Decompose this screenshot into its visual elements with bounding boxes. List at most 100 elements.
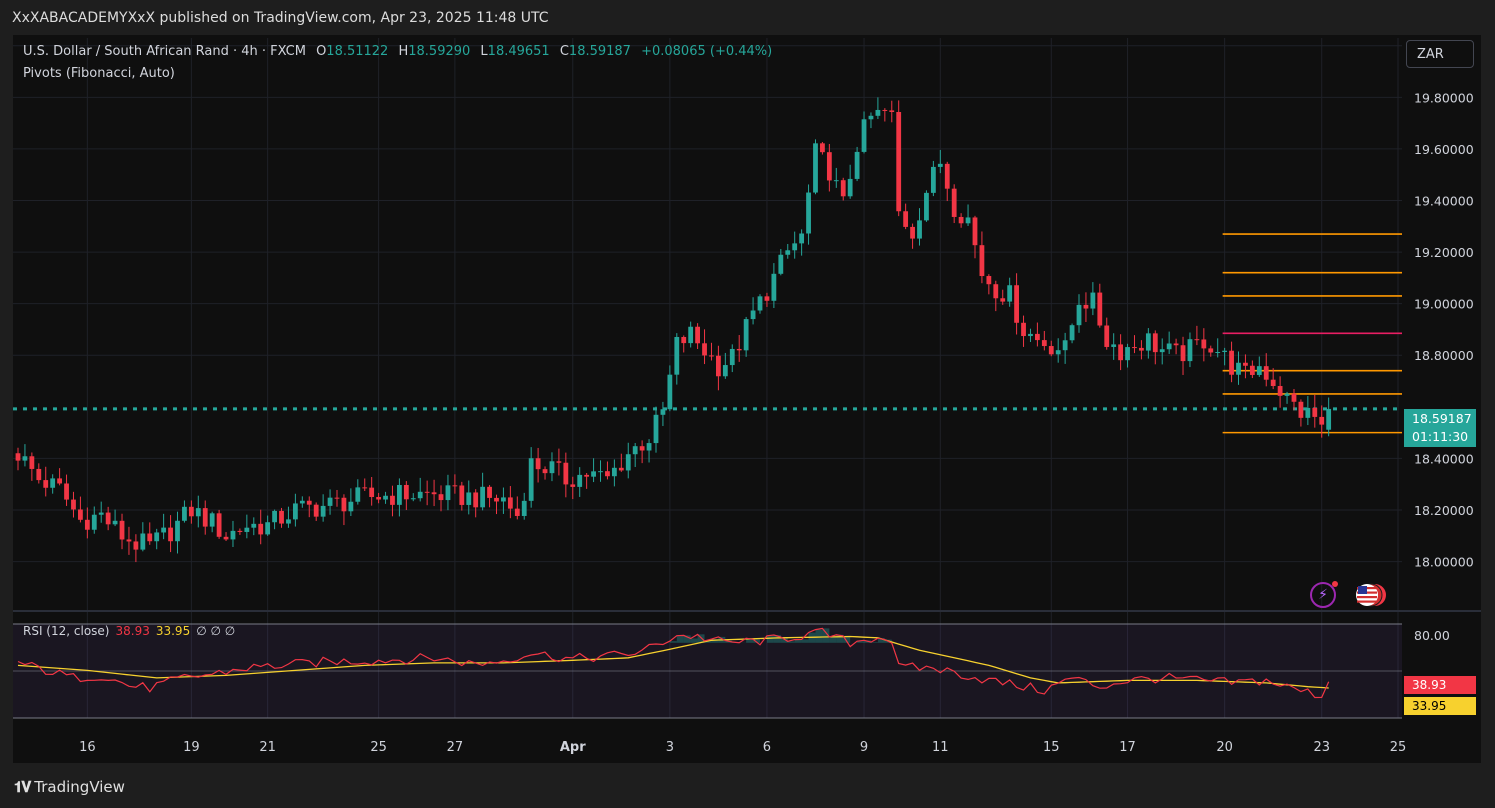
- time-tick-label: 16: [79, 740, 96, 755]
- candle: [889, 100, 895, 123]
- candle-body: [473, 492, 479, 508]
- pivot-lines: [1222, 233, 1402, 434]
- candle: [57, 468, 63, 486]
- candle: [1125, 343, 1130, 368]
- candle: [716, 345, 721, 391]
- candle: [917, 208, 922, 246]
- price-tick-label: 18.80000: [1414, 348, 1474, 363]
- candle-body: [313, 504, 319, 517]
- candle-body: [861, 119, 867, 152]
- time-tick-label: 9: [860, 740, 868, 755]
- candle: [653, 406, 659, 453]
- flash-icon[interactable]: ⚡: [1310, 581, 1338, 608]
- candle-body: [1152, 333, 1158, 353]
- candle-body: [1249, 365, 1255, 375]
- candle: [237, 528, 243, 535]
- candle: [29, 452, 35, 481]
- candle: [1104, 317, 1110, 350]
- candle: [182, 500, 187, 523]
- candle: [646, 439, 652, 463]
- candle-body: [244, 527, 250, 532]
- candle-body: [105, 512, 111, 525]
- candle-body: [251, 523, 257, 528]
- candle: [272, 509, 277, 530]
- currency-button[interactable]: ZAR: [1406, 40, 1474, 68]
- pivots-indicator-label[interactable]: Pivots (Fibonacci, Auto): [23, 66, 175, 81]
- high-label: H: [398, 44, 409, 59]
- candle: [1007, 277, 1013, 307]
- candle: [757, 294, 763, 314]
- candle: [1118, 334, 1124, 371]
- candle: [736, 335, 742, 362]
- candle-body: [833, 180, 839, 182]
- candle-body: [924, 192, 929, 221]
- time-tick-label: 23: [1313, 740, 1330, 755]
- tradingview-logo[interactable]: 𝟏𝐕 TradingView: [14, 778, 125, 796]
- time-tick-label: Apr: [560, 740, 586, 755]
- candle-body: [910, 226, 915, 239]
- candle-body: [868, 115, 874, 120]
- candle: [709, 342, 714, 361]
- rsi-overbought-segment: [822, 628, 830, 643]
- candle: [71, 491, 76, 518]
- candle-body: [209, 513, 215, 527]
- candle: [501, 487, 506, 514]
- candle: [750, 297, 756, 325]
- candle-body: [292, 503, 298, 520]
- candle: [695, 323, 700, 350]
- candle: [487, 485, 492, 508]
- candle: [528, 447, 534, 508]
- rsi-value-tag: 38.93: [1404, 676, 1476, 694]
- candle: [1326, 397, 1332, 437]
- grid: [13, 38, 1402, 718]
- candle: [598, 460, 603, 482]
- candle: [161, 513, 167, 540]
- candle: [369, 477, 375, 506]
- candle: [521, 492, 527, 520]
- us-flag-icon[interactable]: [1354, 582, 1388, 608]
- candle-body: [98, 512, 104, 515]
- candle: [1076, 294, 1082, 333]
- candle: [64, 474, 69, 506]
- candle: [1277, 376, 1283, 408]
- candle: [313, 502, 319, 521]
- candle-body: [299, 500, 305, 504]
- candle: [98, 501, 104, 523]
- candle: [119, 513, 125, 550]
- candle: [452, 474, 458, 494]
- close-value: 18.59187: [568, 44, 631, 59]
- candle: [1312, 394, 1318, 428]
- candle: [965, 204, 971, 226]
- candle-body: [29, 456, 35, 469]
- chart-frame[interactable]: [13, 35, 1481, 763]
- symbol-legend[interactable]: U.S. Dollar / South African Rand · 4h · …: [23, 44, 772, 59]
- candle: [195, 495, 201, 528]
- candle-body: [591, 471, 596, 477]
- price-tick-label: 18.20000: [1414, 503, 1474, 518]
- rsi-legend[interactable]: RSI (12, close) 38.93 33.95 ∅ ∅ ∅: [23, 624, 235, 638]
- candle: [355, 479, 361, 505]
- candle-body: [667, 374, 673, 410]
- candle: [1249, 360, 1255, 379]
- candle: [1041, 330, 1047, 351]
- candle-body: [223, 536, 229, 540]
- price-axis: 20.0000019.8000019.6000019.4000019.20000…: [1414, 39, 1474, 570]
- rsi-overbought-segment: [683, 635, 691, 643]
- candle: [1229, 341, 1234, 383]
- rsi-overbought-segment: [870, 642, 878, 643]
- candle-body: [1180, 345, 1186, 362]
- candle-body: [1256, 366, 1262, 375]
- candle: [279, 507, 284, 528]
- candle-body: [584, 474, 590, 477]
- rsi-overbought-segment: [676, 635, 684, 643]
- candle-body: [1028, 333, 1033, 337]
- candle-body: [272, 510, 277, 523]
- candle: [993, 280, 999, 312]
- candle-body: [1305, 407, 1311, 418]
- candle: [22, 444, 28, 467]
- candle: [154, 528, 160, 550]
- candle: [660, 401, 666, 427]
- candle: [847, 164, 853, 199]
- close-label: C: [559, 44, 569, 59]
